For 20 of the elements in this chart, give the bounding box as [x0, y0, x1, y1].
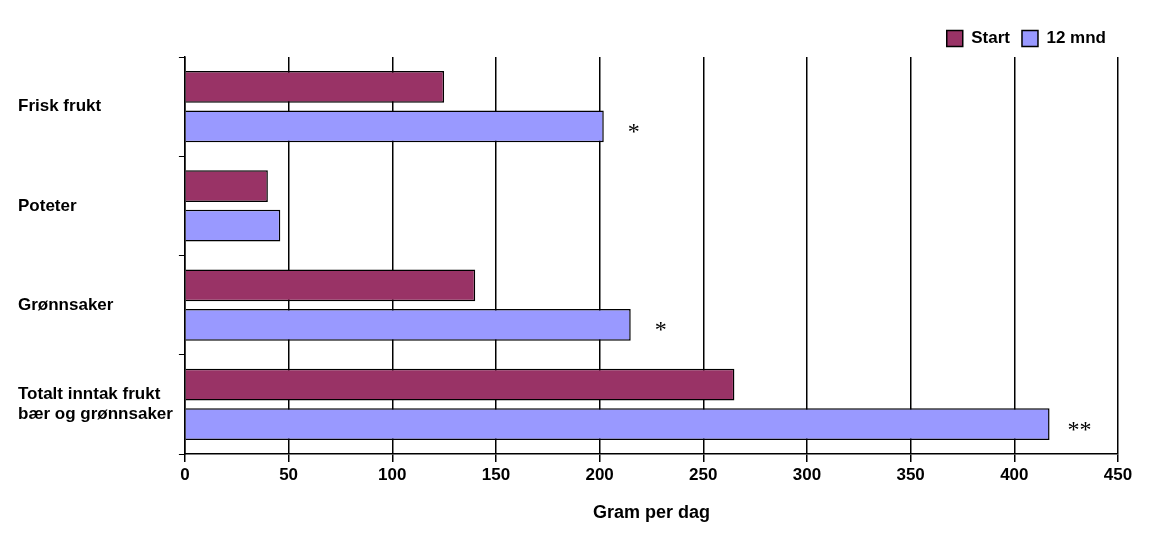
legend-label: Start [971, 28, 1011, 48]
x-tick-label: 50 [279, 464, 299, 484]
x-tick-label: 300 [792, 464, 822, 484]
x-tick-label: 450 [1103, 464, 1133, 484]
y-tick-label: Poteter [18, 195, 77, 215]
x-tick-label: 350 [896, 464, 925, 484]
x-tick-label: 0 [180, 464, 190, 484]
y-tick-label: Grønnsaker [18, 294, 114, 314]
y-tick-label: Totalt inntak frukt bær og grønnsaker [18, 383, 174, 424]
x-tick-label: 100 [378, 464, 407, 484]
x-tick-label: 250 [689, 464, 718, 484]
annotation: * [654, 316, 667, 343]
x-tick-label: 200 [585, 464, 614, 484]
x-axis-title: Gram per dag [592, 502, 710, 523]
annotation: ** [1067, 415, 1092, 442]
x-tick-label: 400 [1000, 464, 1029, 484]
x-tick-label: 150 [481, 464, 511, 484]
legend-label: 12 mnd [1046, 28, 1107, 48]
y-tick-label: Frisk frukt [18, 96, 102, 116]
annotation: * [627, 117, 640, 144]
